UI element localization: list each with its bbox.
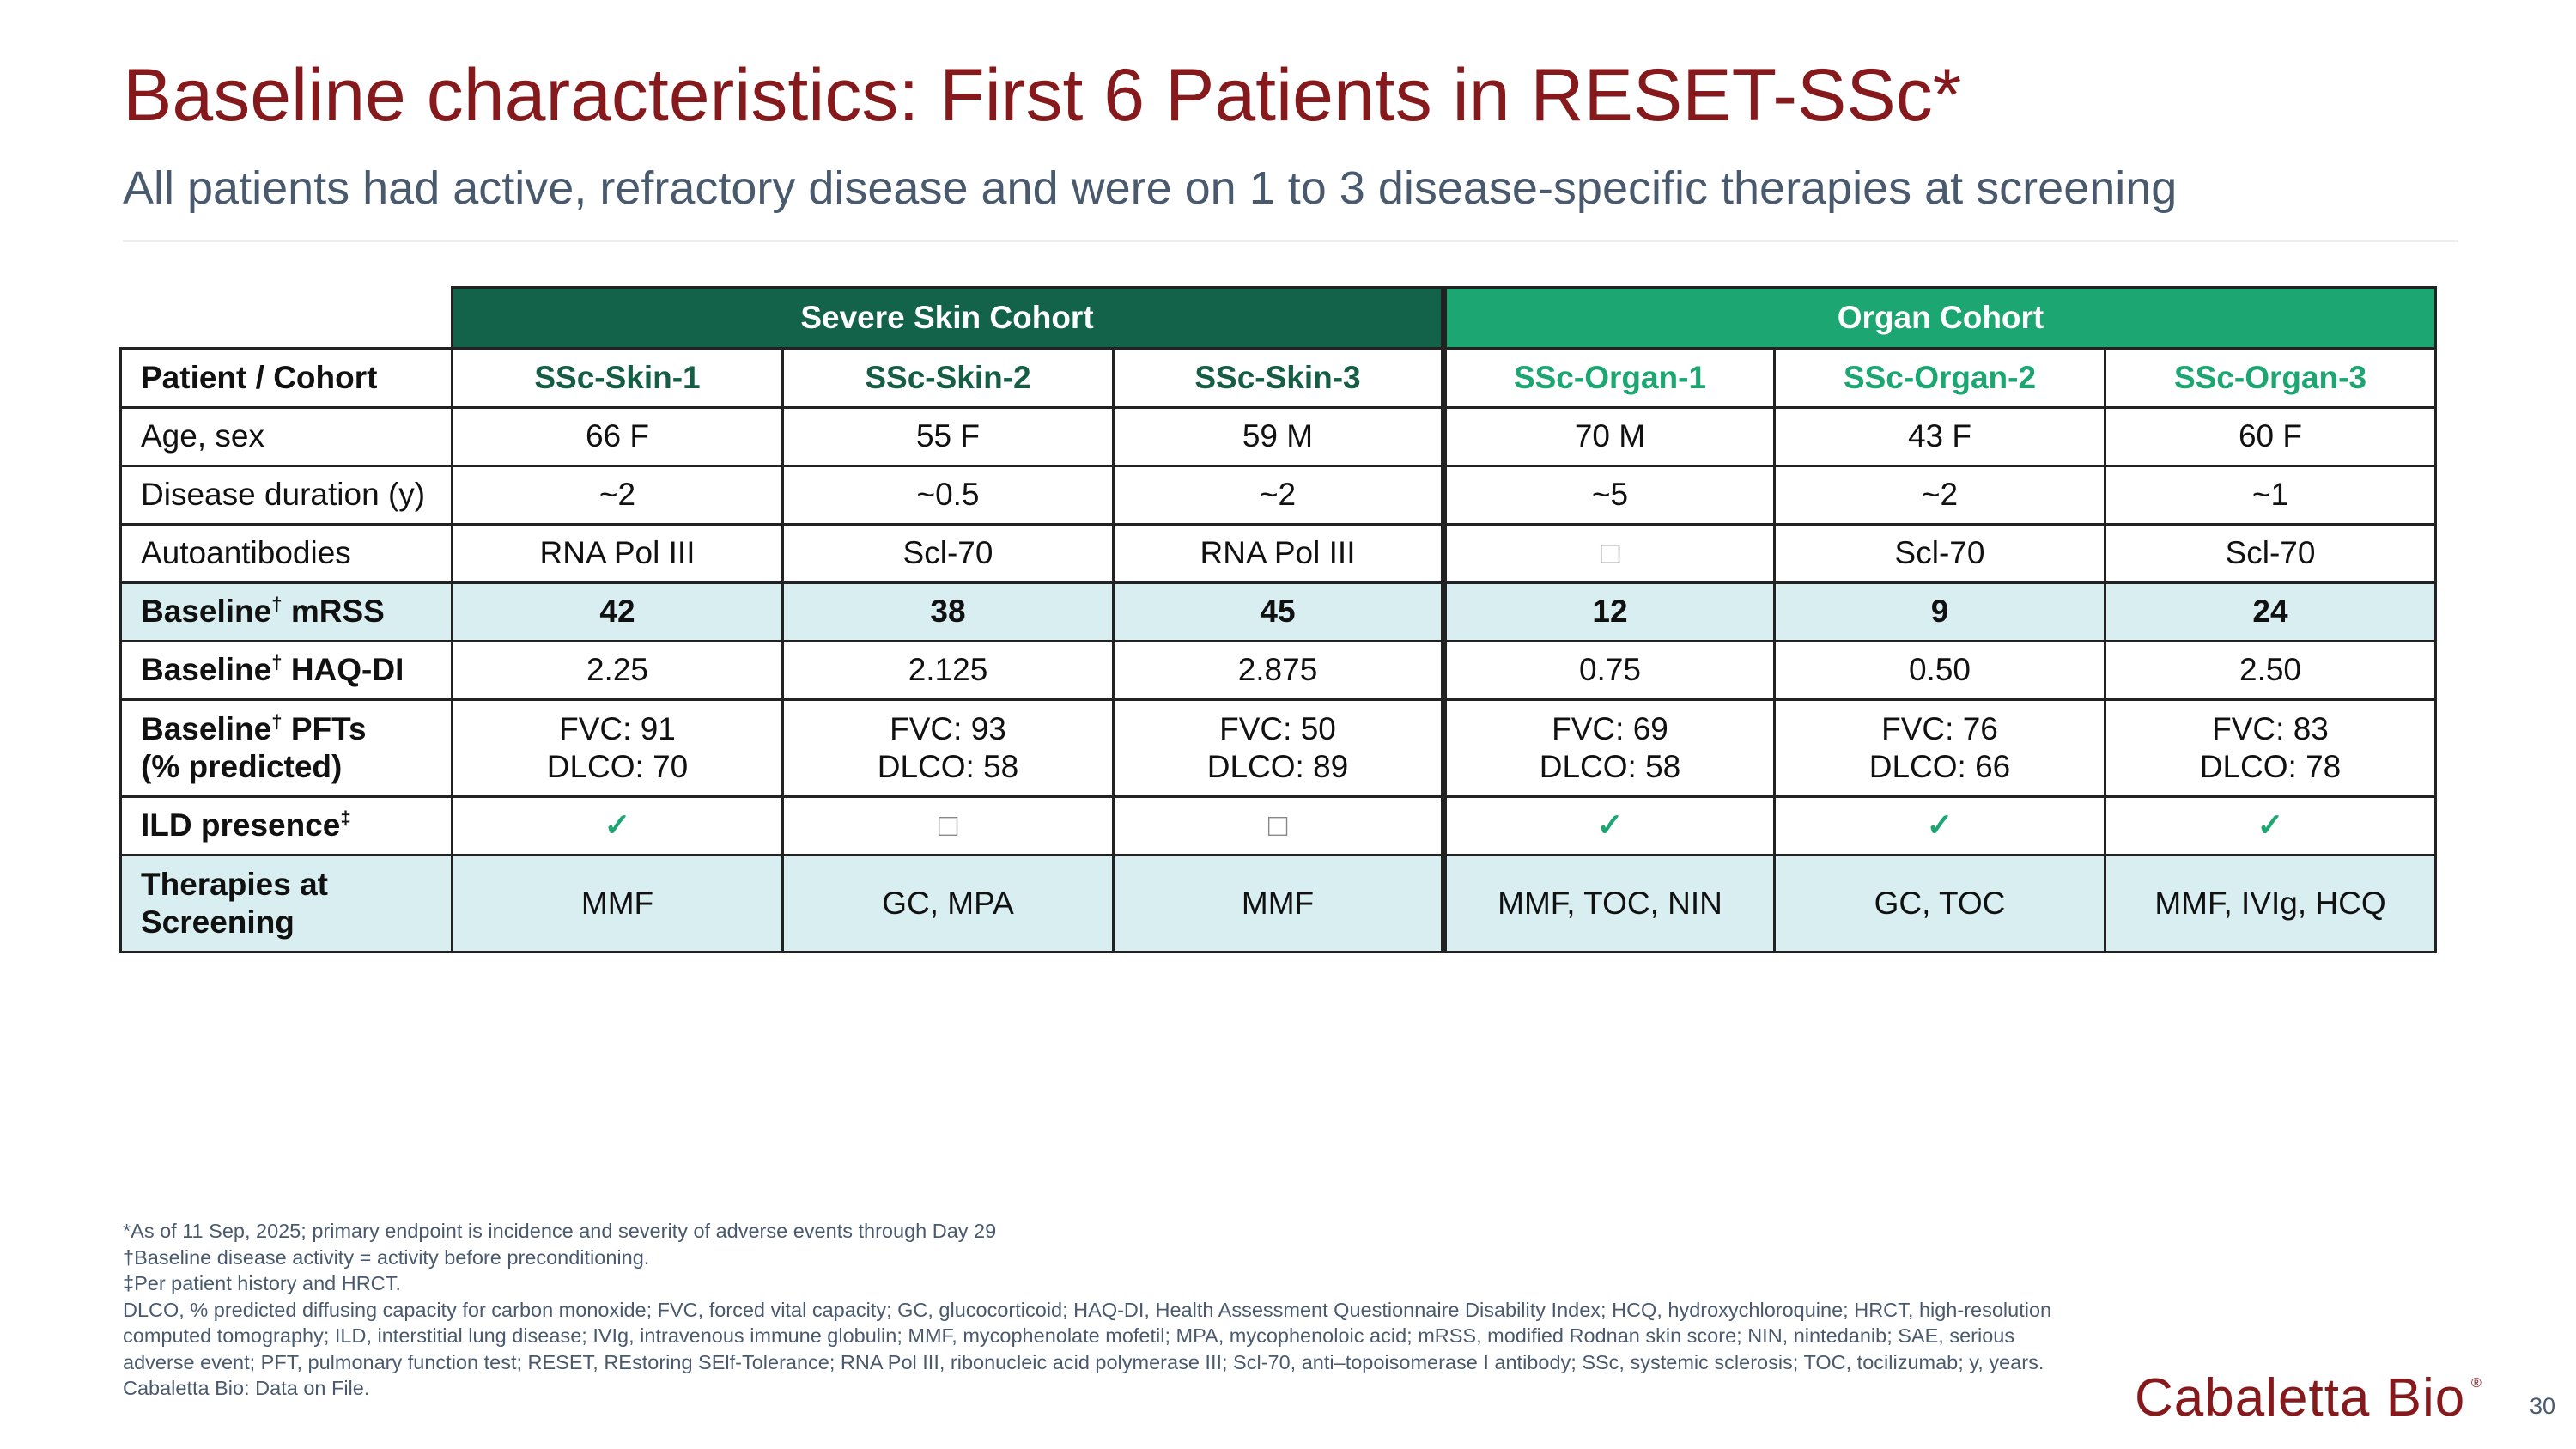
cell: FVC: 69 DLCO: 58 [1441,698,1776,798]
cell: ✓ [1441,795,1776,856]
cell: MMF, IVIg, HCQ [2103,854,2438,953]
footnote: †Baseline disease activity = activity be… [123,1245,650,1269]
column-header: SSc-Skin-1 [451,347,784,409]
cell: 9 [1773,581,2106,642]
column-header: SSc-Organ-3 [2103,347,2438,409]
cell: GC, MPA [781,854,1115,953]
row-label: Disease duration (y) [119,465,453,526]
cell: 55 F [781,406,1115,467]
cell: 0.75 [1441,640,1776,701]
logo: Cabaletta Bio [2135,1368,2466,1428]
row-label: Baseline† PFTs (% predicted) [119,698,453,798]
row-label: Autoantibodies [119,523,453,584]
cell: MMF [1112,854,1445,953]
cell: ~2 [1773,465,2106,526]
table-row: Baseline† HAQ-DI 2.25 2.125 2.875 0.75 0.50 2.… [119,640,2438,701]
group-header: Severe Skin Cohort [451,286,1445,350]
cell: 24 [2103,581,2438,642]
row-label: Baseline† HAQ-DI [119,640,453,701]
table-row: Autoantibodies RNA Pol III Scl-70 RNA Pol I… [119,523,2438,584]
row-label: ILD presence‡ [119,795,453,856]
cell: FVC: 93 DLCO: 58 [781,698,1115,798]
table-row: Age, sex 66 F 55 F 59 M 70 M 43 F 60 F [119,406,2438,467]
cell: 0.50 [1773,640,2106,701]
cell: □ [781,795,1115,856]
footnote: ‡Per patient history and HRCT. [123,1272,401,1294]
page-number: 30 [2530,1393,2556,1419]
column-header: Patient / Cohort [119,347,453,409]
cell: FVC: 50 DLCO: 89 [1112,698,1445,798]
logo-mark: ® [2471,1376,2482,1391]
footnote: DLCO, % predicted diffusing capacity for… [123,1298,2052,1373]
table-row: Disease duration (y) ~2 ~0.5 ~2 ~5 ~2 ~1 [119,465,2438,526]
cell: ~1 [2103,465,2438,526]
cell: 45 [1112,581,1445,642]
cell: Scl-70 [2103,523,2438,584]
cell: 66 F [451,406,784,467]
table-row: Baseline† mRSS 42 38 45 12 9 24 [119,581,2438,642]
cell: ~5 [1441,465,1776,526]
column-header: SSc-Organ-2 [1773,347,2106,409]
cell: ✓ [451,795,784,856]
cell: FVC: 76 DLCO: 66 [1773,698,2106,798]
row-label: Baseline† mRSS [119,581,453,642]
cell: □ [1112,795,1445,856]
cell: □ [1441,523,1776,584]
divider [123,240,2458,242]
cell: Scl-70 [1773,523,2106,584]
row-label: Therapies at Screening [119,854,453,953]
cell: ~2 [451,465,784,526]
cell: MMF [451,854,784,953]
cell: ✓ [2103,795,2438,856]
empty-cell [121,288,453,349]
footnote: *As of 11 Sep, 2025; primary endpoint is… [123,1220,997,1242]
column-header: SSc-Organ-1 [1441,347,1776,409]
cell: 43 F [1773,406,2106,467]
cell: ~0.5 [781,465,1115,526]
cell: 2.125 [781,640,1115,701]
row-label: Age, sex [119,406,453,467]
footnotes: *As of 11 Sep, 2025; primary endpoint is… [123,1218,2081,1402]
group-header: Organ Cohort [1440,286,2438,350]
column-header: SSc-Skin-2 [781,347,1115,409]
table-row: ILD presence‡ ✓ □ □ ✓ ✓ ✓ [119,795,2438,856]
subtitle: All patients had active, refractory dise… [123,162,2178,214]
table-row: Baseline† PFTs (% predicted) FVC: 91 DLCO… [119,698,2438,798]
cell: ~2 [1112,465,1445,526]
cell: 2.875 [1112,640,1445,701]
header-row: Patient / Cohort SSc-Skin-1 SSc-Skin-2 SSc-… [119,347,2438,409]
group-row: Severe Skin Cohort Organ Cohort [121,286,2438,350]
column-header: SSc-Skin-3 [1112,347,1445,409]
cell: 59 M [1112,406,1445,467]
cell: Scl-70 [781,523,1115,584]
cell: ✓ [1773,795,2106,856]
cell: MMF, TOC, NIN [1441,854,1776,953]
cell: RNA Pol III [451,523,784,584]
cell: GC, TOC [1773,854,2106,953]
cell: 12 [1441,581,1776,642]
cell: RNA Pol III [1112,523,1445,584]
cell: 70 M [1441,406,1776,467]
cell: 60 F [2103,406,2438,467]
footnote: Cabaletta Bio: Data on File. [123,1377,370,1399]
cell: FVC: 83 DLCO: 78 [2103,698,2438,798]
baseline-table: Severe Skin Cohort Organ Cohort Patient / … [119,286,2438,953]
cell: 2.25 [451,640,784,701]
title: Baseline characteristics: First 6 Patien… [123,54,1962,137]
cell: FVC: 91 DLCO: 70 [451,698,784,798]
cell: 38 [781,581,1115,642]
table-row: Therapies at Screening MMF GC, MPA MMF MMF, … [119,854,2438,953]
cell: 2.50 [2103,640,2438,701]
cell: 42 [451,581,784,642]
